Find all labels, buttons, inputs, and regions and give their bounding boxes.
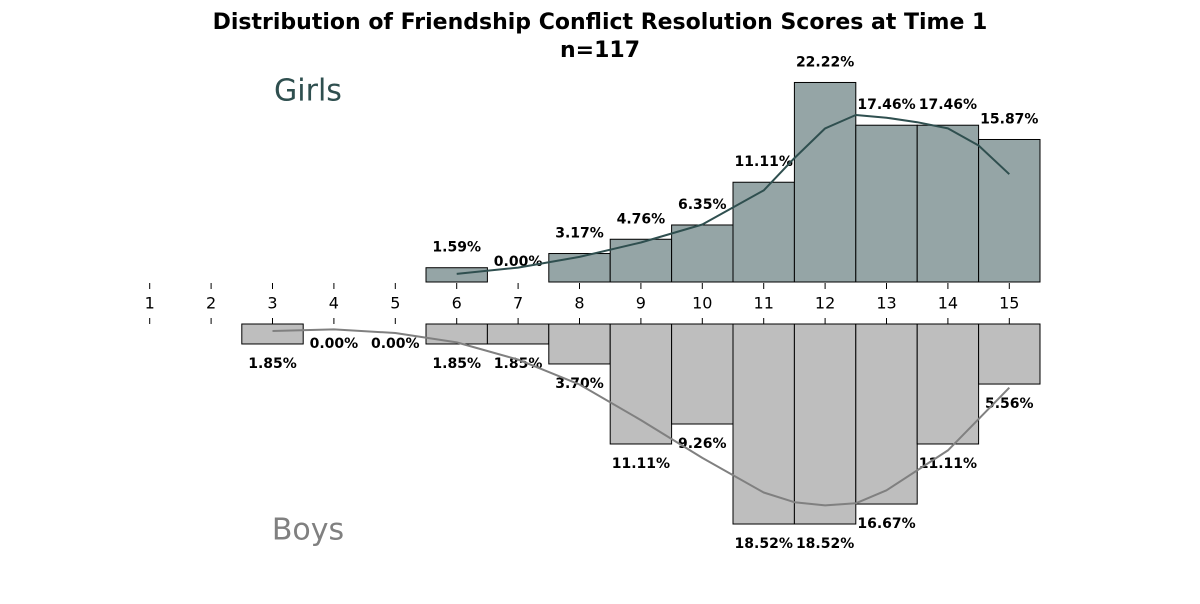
- legend-label: Girls: [274, 74, 342, 109]
- value-label: 16.67%: [857, 516, 915, 532]
- value-label: 3.17%: [555, 226, 604, 242]
- value-label: 17.46%: [857, 97, 915, 113]
- bar: [548, 253, 611, 283]
- bar: [793, 323, 857, 525]
- value-label: 6.35%: [678, 197, 727, 213]
- value-label: 11.11%: [735, 154, 793, 170]
- bar: [241, 323, 304, 345]
- value-label: 4.76%: [617, 211, 666, 227]
- value-label: 22.22%: [796, 54, 854, 70]
- x-tick-label: 15: [999, 294, 1019, 313]
- x-tick-label: 9: [636, 294, 646, 313]
- bar: [732, 323, 795, 525]
- x-tick-label: 3: [267, 294, 277, 313]
- value-label: 15.87%: [980, 111, 1038, 127]
- bar: [671, 224, 734, 283]
- value-label: 18.52%: [735, 536, 793, 552]
- x-tick-label: 13: [876, 294, 896, 313]
- bar: [793, 81, 857, 283]
- value-label: 1.59%: [432, 240, 481, 256]
- value-label: 18.52%: [796, 536, 854, 552]
- chart-subtitle: n=117: [560, 38, 640, 63]
- bar: [732, 181, 795, 283]
- bar: [609, 238, 673, 283]
- x-tick-label: 7: [513, 294, 523, 313]
- bar: [671, 323, 734, 425]
- value-label: 0.00%: [310, 336, 359, 352]
- bar: [855, 124, 918, 283]
- x-tick-label: 2: [206, 294, 216, 313]
- x-tick-label: 4: [329, 294, 339, 313]
- legend-label: Boys: [272, 513, 344, 548]
- x-tick-label: 1: [145, 294, 155, 313]
- chart-title: Distribution of Friendship Conflict Reso…: [213, 10, 988, 35]
- value-label: 9.26%: [678, 436, 727, 452]
- x-tick-label: 14: [938, 294, 958, 313]
- bar: [548, 323, 611, 365]
- x-tick-label: 6: [452, 294, 462, 313]
- x-tick-label: 5: [390, 294, 400, 313]
- bar: [486, 323, 550, 345]
- kde-line: [456, 114, 1010, 275]
- bar: [916, 323, 980, 445]
- x-tick-label: 10: [692, 294, 712, 313]
- x-tick-label: 8: [574, 294, 584, 313]
- bar: [425, 267, 488, 283]
- value-label: 1.85%: [248, 356, 297, 372]
- bar: [425, 323, 488, 345]
- value-label: 1.85%: [494, 356, 543, 372]
- x-tick-label: 12: [815, 294, 835, 313]
- value-label: 0.00%: [371, 336, 420, 352]
- bar: [609, 323, 673, 445]
- bar: [855, 323, 918, 505]
- value-label: 11.11%: [612, 456, 670, 472]
- bar: [978, 323, 1041, 385]
- value-label: 17.46%: [919, 97, 977, 113]
- bar: [916, 124, 980, 283]
- kde-line: [272, 328, 1011, 507]
- x-tick-label: 11: [754, 294, 774, 313]
- value-label: 1.85%: [432, 356, 481, 372]
- bar: [978, 138, 1041, 283]
